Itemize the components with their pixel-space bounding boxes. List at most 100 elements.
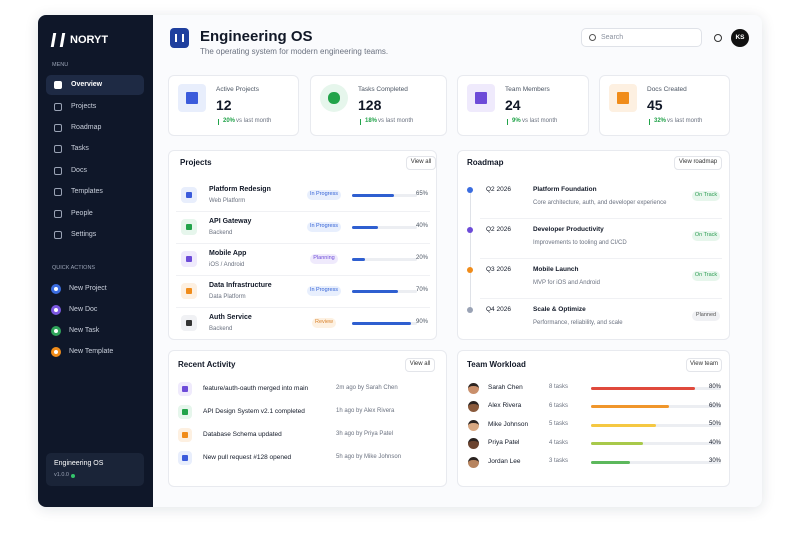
- project-status: [312, 318, 336, 328]
- project-icon-glyph: [185, 287, 193, 295]
- project-icon: [181, 219, 197, 235]
- timeline-dot: [467, 227, 473, 233]
- stat-note: vs last month: [667, 118, 703, 125]
- project-team: Data Platform: [209, 294, 246, 301]
- nav-label: Projects: [71, 103, 97, 111]
- stat-icon: [609, 84, 637, 112]
- search-box[interactable]: [581, 28, 702, 47]
- activity-icon-glyph: [182, 455, 188, 461]
- activity-view-all[interactable]: [405, 358, 435, 372]
- project-status: [307, 286, 341, 296]
- timeline-dot: [467, 307, 473, 313]
- stat-change: 32%: [654, 118, 667, 125]
- nav-icon: [54, 145, 62, 153]
- stat-icon-glyph: [328, 92, 340, 104]
- project-status-label: In Progress: [309, 191, 339, 198]
- project-icon: [181, 251, 197, 267]
- activity-text: API Design System v2.1 completed: [203, 407, 305, 415]
- nav-icon: [54, 210, 62, 218]
- project-status: [307, 190, 341, 200]
- nav-icon: [54, 167, 62, 175]
- nav-label: Tasks: [71, 145, 89, 153]
- activity-time: 5h ago by Mike Johnson: [336, 454, 402, 461]
- project-progress-fill: [352, 290, 398, 293]
- member-avatar: [468, 419, 479, 431]
- roadmap-item-desc: Improvements to tooling and CI/CD: [533, 240, 627, 247]
- project-icon: [181, 187, 197, 203]
- roadmap-status: [692, 231, 720, 241]
- quick-action-label: New Doc: [69, 306, 98, 314]
- sidebar: [38, 15, 153, 507]
- project-status-label: In Progress: [309, 223, 339, 230]
- nav-icon: [54, 188, 62, 196]
- stat-label: Tasks Completed: [358, 85, 408, 93]
- roadmap-view[interactable]: [674, 156, 722, 170]
- theme-toggle[interactable]: [714, 34, 722, 42]
- member-name: Jordan Lee: [488, 457, 521, 465]
- member-load-label: 40%: [708, 439, 721, 446]
- page-subtitle: The operating system for modern engineer…: [200, 46, 389, 56]
- stat-change: 20%: [223, 118, 236, 125]
- nav-label: Docs: [71, 167, 87, 175]
- activity-view-all-label: View all: [409, 361, 431, 368]
- nav-label: People: [71, 210, 93, 218]
- activity-title: Recent Activity: [178, 359, 236, 369]
- projects-card: [168, 150, 437, 340]
- quick-action-icon: [51, 305, 61, 315]
- project-status: [310, 254, 338, 264]
- member-load-fill: [591, 386, 695, 390]
- stat-note: vs last month: [378, 118, 414, 125]
- workload-view-team[interactable]: [686, 358, 722, 372]
- activity-icon: [178, 405, 192, 419]
- roadmap-status: [692, 191, 720, 201]
- user-initials: KS: [735, 33, 745, 41]
- project-name: Auth Service: [209, 314, 252, 322]
- member-load-fill: [591, 460, 630, 464]
- quick-action-icon: [51, 347, 61, 357]
- nav-label: Overview: [71, 81, 103, 89]
- sidebar-footer: [46, 453, 144, 486]
- nav-item-active[interactable]: [46, 75, 144, 95]
- search-icon: [589, 34, 596, 41]
- roadmap-status-label: Planned: [695, 312, 717, 319]
- row-divider: [480, 258, 722, 259]
- member-load-fill: [591, 442, 643, 445]
- nav-icon: [54, 231, 62, 239]
- header-logo-glyph: [175, 34, 184, 42]
- brand-name: NORYT: [70, 33, 109, 46]
- roadmap-status: [692, 271, 720, 281]
- member-tasks: 8 tasks: [549, 384, 569, 391]
- roadmap-item-desc: MVP for iOS and Android: [533, 280, 600, 287]
- roadmap-status: [692, 311, 720, 321]
- member-load-label: 50%: [708, 421, 721, 428]
- activity-icon-glyph: [182, 432, 188, 438]
- nav-icon: [54, 81, 62, 89]
- row-divider: [176, 275, 430, 276]
- project-progress-fill: [352, 322, 411, 325]
- nav-label: Roadmap: [71, 124, 102, 132]
- nav-label: Settings: [71, 231, 97, 239]
- user-avatar[interactable]: [731, 29, 749, 47]
- roadmap-date: Q4 2026: [486, 305, 511, 313]
- search-placeholder: Search: [601, 34, 624, 42]
- footer-version: v1.0.0: [54, 472, 69, 479]
- stat-note: vs last month: [522, 118, 558, 125]
- member-avatar: [468, 456, 479, 468]
- roadmap-status-label: On Track: [694, 232, 718, 239]
- stat-change-arrow: [507, 119, 511, 125]
- nav-label: Templates: [71, 188, 103, 196]
- projects-title: Projects: [180, 157, 212, 167]
- activity-time: 3h ago by Priya Patel: [336, 431, 394, 438]
- stat-label: Docs Created: [647, 85, 687, 93]
- activity-icon-glyph: [182, 386, 188, 392]
- workload-view-team-label: View team: [690, 361, 718, 368]
- quick-action-label: New Task: [69, 327, 100, 335]
- stat-change: 9%: [512, 118, 521, 125]
- projects-view-all[interactable]: [406, 156, 436, 170]
- roadmap-date: Q2 2026: [486, 225, 511, 233]
- project-progress-fill: [352, 258, 365, 261]
- quick-action-label: New Template: [69, 348, 114, 356]
- roadmap-item-desc: Performance, reliability, and scale: [533, 320, 623, 327]
- stat-change-arrow: [649, 119, 653, 125]
- project-team: Backend: [209, 230, 233, 237]
